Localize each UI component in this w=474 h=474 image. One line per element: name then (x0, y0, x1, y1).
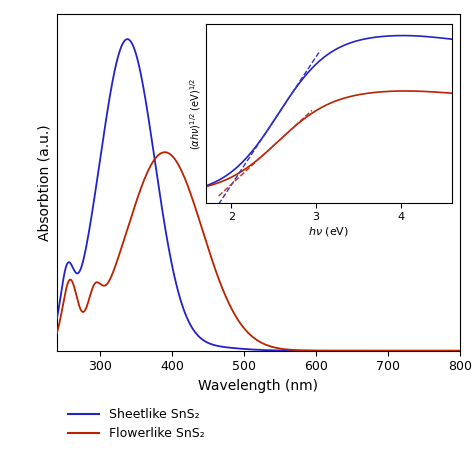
Y-axis label: Absorbtion (a.u.): Absorbtion (a.u.) (37, 124, 51, 241)
Legend: Sheetlike SnS₂, Flowerlike SnS₂: Sheetlike SnS₂, Flowerlike SnS₂ (63, 403, 210, 446)
X-axis label: Wavelength (nm): Wavelength (nm) (198, 379, 319, 393)
